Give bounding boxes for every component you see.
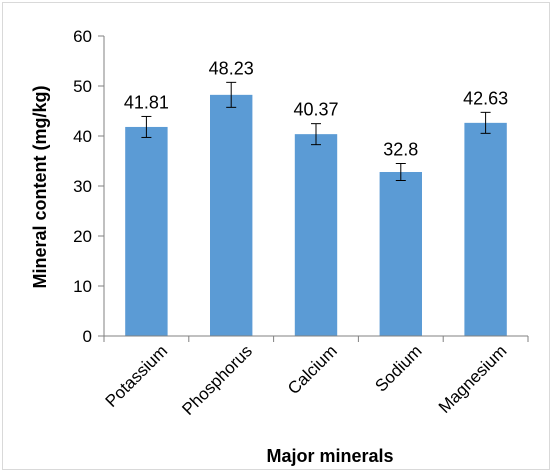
- x-axis-title: Major minerals: [266, 446, 393, 466]
- x-tick-label: Magnesium: [435, 341, 511, 417]
- data-label: 42.63: [463, 88, 508, 108]
- bar-potassium: [125, 126, 168, 336]
- y-tick-label: 10: [73, 277, 92, 296]
- x-tick-label: Calcium: [284, 341, 341, 398]
- y-tick-label: 60: [73, 27, 92, 46]
- x-tick-label: Sodium: [371, 341, 425, 395]
- y-tick-label: 40: [73, 127, 92, 146]
- x-tick-label: Potassium: [102, 341, 172, 411]
- data-label: 48.23: [209, 58, 254, 78]
- bar-magnesium: [464, 122, 507, 336]
- y-axis-title: Mineral content (mg/kg): [30, 85, 50, 288]
- y-tick-label: 20: [73, 227, 92, 246]
- data-label: 41.81: [124, 92, 169, 112]
- y-tick-label: 50: [73, 77, 92, 96]
- bar-sodium: [379, 172, 422, 336]
- y-tick-label: 0: [83, 327, 92, 346]
- data-label: 32.8: [383, 140, 418, 160]
- data-label: 40.37: [293, 100, 338, 120]
- bar-calcium: [294, 134, 338, 336]
- chart-frame: [2, 2, 550, 470]
- bar-phosphorus: [210, 94, 253, 336]
- x-tick-label: Phosphorus: [178, 341, 256, 419]
- y-tick-label: 30: [73, 177, 92, 196]
